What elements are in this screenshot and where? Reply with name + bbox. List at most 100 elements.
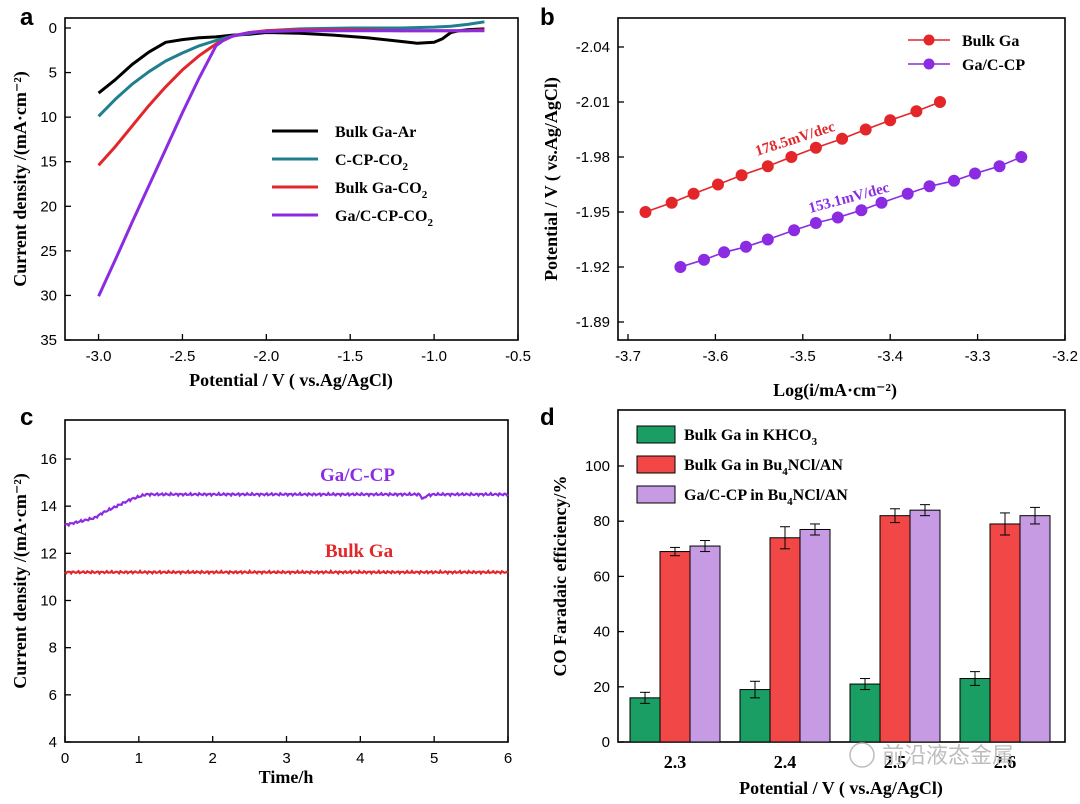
y-tick-label-a-7: 35 [40,332,57,349]
y-tick-label-c-6: 16 [40,451,57,468]
x-axis-label-a: Potential / V ( vs.Ag/AgCl) [189,370,393,391]
y-tick-label-c-0: 4 [49,734,57,751]
bars-d [629,504,1051,743]
panel-a: a -3.0 -2.5 -2.0 -1.5 -1.0 -0.5 0 5 10 15 20 25 30 3… [10,4,531,391]
legend-marker-b1 [923,58,935,70]
fit-line-b-1 [680,156,1022,268]
x-tick-label-b-3: -3.4 [877,348,903,365]
y-tick-label-c-4: 12 [40,545,57,562]
y-tick-label-d-5: 100 [585,458,610,475]
data-point-b-1-0 [674,261,687,273]
x-tick-label-a-5: -0.5 [505,348,531,365]
slope-label-ga-c-cp: 153.1mV/dec [807,180,892,217]
series-line-c-0 [64,491,509,528]
y-tick-label-b-0: -2.04 [576,39,610,56]
series-lines-a [97,20,485,297]
x-tick-label-b-0: -3.7 [615,348,641,365]
y-ticks-c: 4 6 8 10 12 14 16 [40,451,71,751]
y-tick-label-a-2: 10 [40,109,57,126]
series-line-a-3 [97,29,485,297]
data-point-b-0-10 [884,114,897,127]
legend-label-a2: Bulk Ga-CO2 [335,180,428,201]
y-axis-label-c: Current density /(mA·cm⁻²) [10,473,31,689]
data-point-b-1-2 [718,246,731,259]
x-tick-label-d-1: 2.4 [774,752,797,772]
x-tick-label-a-3: -1.5 [337,348,363,365]
x-tick-label-d-2: 2.5 [884,752,907,772]
legend-label-d1: Bulk Ga in Bu4NCl/AN [684,457,843,478]
data-point-b-1-3 [740,240,752,253]
y-axis-label-b: Potential / V ( vs.Ag/AgCl) [541,77,562,281]
legend-swatch-d0 [636,425,676,444]
panel-b: b -3.7 -3.6 -3.5 -3.4 -3.3 -3.2 -2.04 -2.01 -1.… [540,4,1078,401]
bar-d-1-2 [879,515,911,743]
series-label-ga-c-cp: Ga/C-CP [320,465,395,486]
series-line-a-1 [97,20,485,118]
data-point-b-1-13 [969,167,981,180]
plot-area-c [64,419,509,743]
data-point-b-1-5 [788,224,801,237]
x-tick-label-c-2: 2 [208,750,216,767]
legend-label-a0: Bulk Ga-Ar [335,124,416,141]
x-tick-label-c-4: 4 [356,750,364,767]
y-tick-label-a-4: 20 [40,198,57,215]
x-tick-label-d-0: 2.3 [664,752,687,772]
y-tick-label-d-2: 40 [593,624,610,641]
data-point-b-1-10 [901,187,914,200]
x-tick-label-b-5: -3.2 [1052,348,1078,365]
x-axis-label-c: Time/h [259,767,314,787]
data-point-b-0-11 [910,105,923,118]
y-tick-label-d-1: 20 [593,679,610,696]
y-tick-label-a-0: 0 [49,20,57,37]
x-tick-label-a-1: -2.5 [170,348,196,365]
y-tick-label-a-1: 5 [49,65,57,82]
x-tick-label-a-2: -2.0 [253,348,279,365]
panel-label-a: a [20,4,34,31]
y-tick-label-b-4: -1.92 [576,259,610,276]
data-point-b-1-4 [761,233,774,246]
y-tick-label-c-5: 14 [40,498,57,515]
data-point-b-0-2 [687,187,700,200]
bar-d-2-2 [909,509,941,743]
legend-label-b0: Bulk Ga [962,33,1019,50]
data-point-b-1-7 [831,211,844,224]
data-point-b-1-1 [698,253,710,266]
x-tick-label-c-5: 5 [430,750,438,767]
plot-area-a [64,17,519,341]
series-lines-c [64,491,509,576]
series-line-c-1 [64,568,509,576]
y-tick-label-b-2: -1.98 [576,149,610,166]
y-tick-label-c-2: 8 [49,640,57,657]
series-label-bulk-ga: Bulk Ga [325,541,394,562]
data-point-b-0-7 [809,141,822,154]
x-tick-label-c-0: 0 [61,750,69,767]
wechat-icon [849,742,875,768]
data-point-b-0-9 [859,123,872,136]
legend-swatch-d1 [636,455,676,474]
y-tick-label-b-1: -2.01 [576,94,610,111]
legend-label-b1: Ga/C-CP [962,57,1025,74]
y-tick-label-a-5: 25 [40,243,57,260]
data-point-b-1-15 [1015,151,1028,163]
y-ticks-b: -2.04 -2.01 -1.98 -1.95 -1.92 -1.89 [576,39,624,331]
panel-label-b: b [540,4,555,31]
bar-d-2-1 [799,528,831,743]
legend-label-a3: Ga/C-CP-CO2 [335,208,433,229]
bar-d-0-3 [959,678,991,743]
y-tick-label-d-4: 80 [593,513,610,530]
data-point-b-0-6 [785,151,798,163]
legend-d: Bulk Ga in KHCO3 Bulk Ga in Bu4NCl/AN Ga… [636,425,848,508]
watermark-text: 前沿液态金属 [882,744,1014,769]
series-points-b [639,96,1028,273]
y-tick-label-d-3: 60 [593,568,610,585]
x-tick-label-b-4: -3.3 [965,348,991,365]
y-ticks-d: 0 20 40 60 80 100 [585,458,624,751]
legend-a: Bulk Ga-Ar C-CP-CO2 Bulk Ga-CO2 Ga/C-CP-… [272,124,433,229]
bar-d-1-3 [989,523,1021,743]
x-tick-label-c-6: 6 [504,750,512,767]
data-point-b-1-9 [875,196,888,209]
data-point-b-0-3 [712,178,724,191]
bar-d-0-2 [849,683,881,743]
series-line-a-2 [97,28,485,167]
panel-label-c: c [20,404,33,431]
